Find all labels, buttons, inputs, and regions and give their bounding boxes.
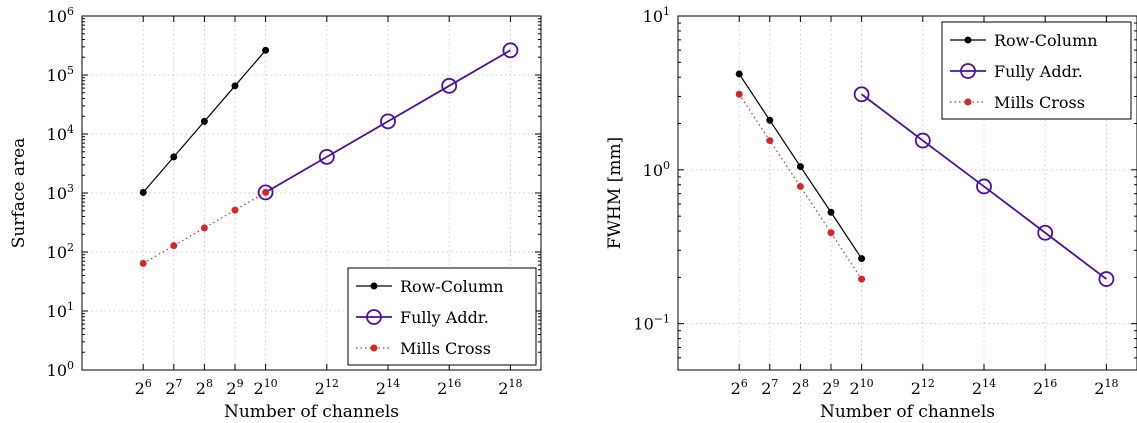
x-tick-label: 27	[165, 377, 182, 398]
x-tick-label: 28	[196, 377, 213, 398]
x-tick-label: 214	[972, 377, 996, 398]
data-point	[262, 46, 270, 54]
data-point	[318, 148, 335, 165]
data-point	[735, 90, 743, 98]
data-point	[200, 117, 208, 125]
data-point	[976, 178, 992, 195]
legend: Row-Column Fully Addr. Mills Cross	[347, 267, 537, 366]
data-point	[1098, 271, 1115, 287]
data-point	[1037, 224, 1054, 241]
x-tick-label: 218	[498, 377, 522, 398]
y-tick-label: 103	[47, 182, 74, 203]
series-mills-cross	[735, 90, 866, 283]
data-point	[170, 153, 178, 161]
data-point	[766, 137, 774, 145]
series-line	[738, 93, 863, 280]
x-tick-label: 210	[254, 377, 278, 398]
chart-panel-2: 26 27 28 29 210 212 214 216 218 10−1 100 101 Number …	[605, 5, 1137, 422]
data-point	[964, 36, 972, 44]
legend-item: Mills Cross	[950, 93, 1085, 112]
x-axis-title: Number of channels	[820, 402, 995, 422]
data-point	[139, 188, 147, 196]
y-tick-label: 105	[47, 64, 74, 85]
legend-item: Row-Column	[356, 277, 504, 296]
series-line	[861, 93, 1107, 280]
series-line	[265, 49, 511, 194]
legend-label: Fully Addr.	[400, 308, 489, 327]
x-tick-label: 26	[731, 377, 748, 398]
plot-frame	[81, 15, 542, 371]
x-tick-label: 27	[761, 377, 778, 398]
legend: Row-Column Fully Addr. Mills Cross	[941, 21, 1132, 120]
chart-panel-1: 26 27 28 29 210 212 214 216 218 100 101 102 103 104 10…	[9, 5, 542, 422]
x-axis-title: Number of channels	[224, 402, 399, 422]
x-tick-label: 218	[1094, 377, 1118, 398]
series-line	[142, 191, 266, 264]
series-fully-addr	[257, 42, 519, 201]
data-point	[766, 116, 774, 124]
data-point	[370, 344, 378, 352]
data-point	[170, 242, 178, 250]
y-axis-title: Surface area	[9, 138, 29, 249]
legend-item: Fully Addr.	[356, 308, 489, 327]
x-tick-label: 29	[226, 377, 243, 398]
y-tick-label: 104	[47, 123, 74, 144]
data-point	[366, 309, 382, 325]
data-point	[502, 42, 519, 59]
legend-label: Mills Cross	[994, 93, 1085, 112]
y-tick-label: 101	[643, 5, 670, 26]
y-axis-title: FWHM [mm]	[605, 137, 625, 249]
x-tick-label: 216	[437, 377, 461, 398]
data-point	[964, 98, 972, 106]
y-tick-label: 102	[47, 241, 74, 262]
data-point	[960, 63, 976, 79]
data-point	[380, 113, 396, 130]
data-point	[796, 182, 804, 190]
plot-frame	[677, 15, 1137, 371]
legend-label: Row-Column	[400, 277, 504, 296]
x-tick-label: 29	[822, 377, 839, 398]
data-point	[827, 229, 835, 237]
data-point	[827, 208, 835, 216]
x-tick-label: 28	[792, 377, 809, 398]
series-mills-cross	[139, 188, 270, 267]
legend-item: Fully Addr.	[950, 62, 1083, 81]
data-point	[139, 259, 147, 267]
legend-item: Mills Cross	[356, 339, 491, 358]
data-point	[853, 86, 870, 103]
data-point	[200, 224, 208, 232]
data-point	[796, 163, 804, 171]
x-tick-label: 214	[376, 377, 400, 398]
y-tick-label: 100	[643, 159, 670, 180]
y-tick-label: 106	[47, 5, 74, 26]
y-tick-label: 100	[47, 359, 74, 380]
data-point	[257, 184, 274, 201]
data-point	[262, 188, 270, 196]
legend-label: Mills Cross	[400, 339, 491, 358]
y-tick-label: 101	[47, 300, 74, 321]
data-point	[914, 132, 931, 149]
legend-item: Row-Column	[950, 31, 1098, 50]
x-tick-label: 210	[850, 377, 874, 398]
x-tick-label: 26	[135, 377, 152, 398]
series-fully-addr	[853, 86, 1115, 287]
legend-label: Fully Addr.	[994, 62, 1083, 81]
data-point	[858, 255, 866, 263]
x-tick-label: 216	[1033, 377, 1057, 398]
data-point	[231, 82, 239, 90]
x-tick-label: 212	[315, 377, 339, 398]
series-row-column	[139, 46, 270, 196]
legend-label: Row-Column	[994, 31, 1098, 50]
y-tick-label: 10−1	[633, 313, 670, 334]
data-point	[441, 77, 458, 94]
data-point	[735, 70, 743, 78]
data-point	[231, 206, 239, 214]
series-row-column	[735, 70, 866, 263]
data-point	[370, 282, 378, 290]
data-point	[858, 275, 866, 283]
x-tick-label: 212	[911, 377, 935, 398]
